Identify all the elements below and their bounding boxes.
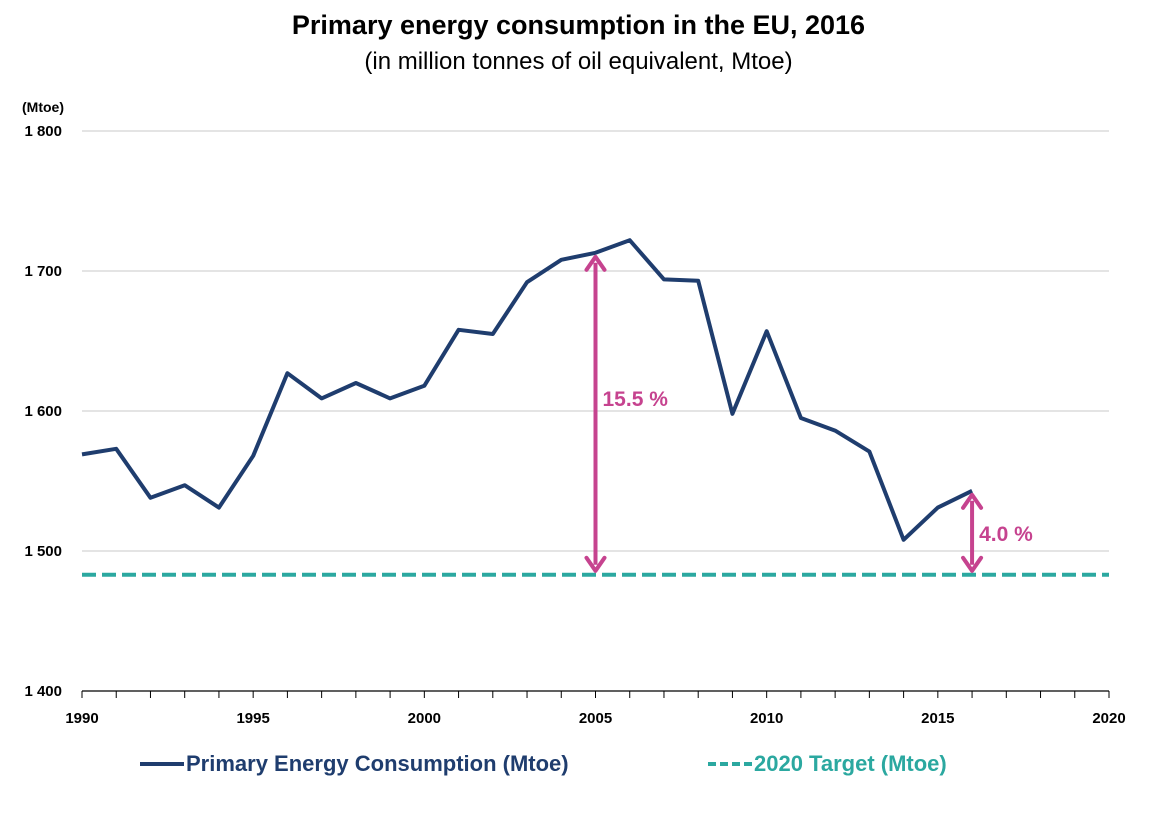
annotation-gap-2005: 15.5 %: [584, 254, 669, 573]
legend-swatch-dashed: [708, 762, 752, 766]
y-tick-label: 1 800: [24, 123, 62, 140]
y-tick-label: 1 400: [24, 683, 62, 700]
annotation-label: 15.5 %: [603, 388, 669, 411]
legend-item-target: 2020 Target (Mtoe): [708, 748, 947, 780]
x-tick-label: 2015: [921, 710, 954, 727]
annotation-arrow-head-up: [584, 254, 607, 272]
annotation-arrow-head-down: [961, 555, 984, 573]
legend-swatch-solid: [140, 762, 184, 766]
x-tick-label: 2000: [408, 710, 441, 727]
legend-label-consumption: Primary Energy Consumption (Mtoe): [186, 751, 569, 776]
x-tick-label: 1990: [65, 710, 98, 727]
legend-label-target: 2020 Target (Mtoe): [754, 751, 947, 776]
series-lines: [81, 238, 1109, 577]
legend-item-consumption: Primary Energy Consumption (Mtoe): [140, 748, 569, 780]
y-tick-label: 1 500: [24, 543, 62, 560]
x-tick-label: 2020: [1092, 710, 1125, 727]
consumption-line: [81, 238, 973, 542]
y-tick-label: 1 600: [24, 403, 62, 420]
annotation-arrow-head-down: [584, 555, 607, 573]
annotation-arrow-head-up: [961, 492, 984, 510]
y-tick-label: 1 700: [24, 263, 62, 280]
x-tick-label: 2010: [750, 710, 783, 727]
annotations: 15.5 % 4.0 %: [584, 254, 1033, 573]
annotation-gap-2016: 4.0 %: [961, 492, 1033, 573]
annotation-label: 4.0 %: [979, 523, 1033, 546]
x-tick-label: 1995: [236, 710, 269, 727]
chart-subtitle: (in million tonnes of oil equivalent, Mt…: [364, 48, 793, 75]
x-tick-label: 2005: [579, 710, 612, 727]
tick-labels: 1 400 1 500 1 600 1 700 1 800 1990 1995 2000 200…: [24, 123, 1125, 727]
chart-title: Primary energy consumption in the EU, 20…: [291, 10, 866, 40]
axes: [81, 690, 1110, 698]
y-axis-unit-label: (Mtoe): [22, 99, 64, 115]
